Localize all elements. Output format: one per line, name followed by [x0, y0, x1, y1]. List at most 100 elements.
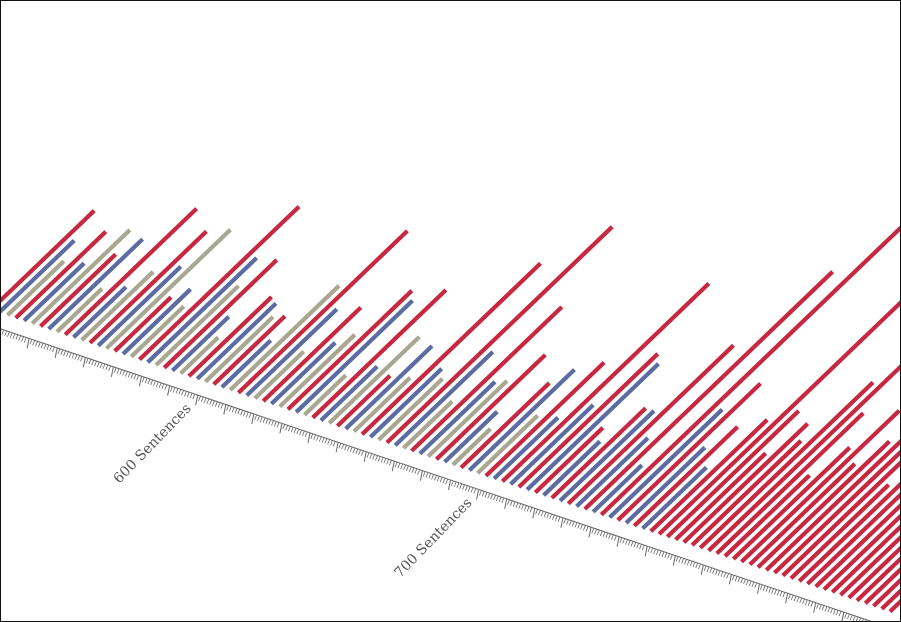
minor-tick	[515, 502, 519, 508]
minor-tick	[12, 333, 16, 339]
minor-tick	[571, 521, 575, 527]
minor-tick	[681, 558, 685, 564]
minor-tick	[380, 457, 384, 463]
minor-tick	[723, 572, 727, 578]
bar	[682, 422, 810, 544]
minor-tick	[375, 455, 378, 461]
minor-tick	[605, 532, 609, 539]
minor-tick	[670, 554, 673, 560]
minor-tick	[462, 484, 465, 490]
minor-tick	[818, 604, 822, 610]
minor-tick	[74, 354, 78, 360]
minor-tick	[459, 483, 463, 489]
minor-tick	[108, 365, 111, 371]
minor-tick	[237, 409, 241, 415]
minor-tick	[526, 506, 530, 512]
bar	[253, 349, 306, 400]
minor-tick	[257, 415, 260, 421]
minor-tick	[428, 473, 432, 479]
minor-tick	[493, 494, 496, 501]
minor-tick	[436, 476, 440, 482]
bar	[839, 535, 900, 597]
bar	[566, 343, 735, 506]
minor-tick	[192, 393, 196, 400]
minor-tick	[622, 538, 626, 544]
minor-tick	[144, 377, 148, 384]
bar	[822, 513, 900, 592]
bar	[467, 368, 576, 472]
minor-tick	[411, 467, 415, 473]
minor-tick	[338, 443, 342, 449]
minor-tick	[641, 544, 645, 551]
minor-tick	[40, 343, 44, 349]
minor-tick	[273, 421, 277, 427]
bar	[426, 379, 509, 459]
minor-tick	[439, 477, 443, 483]
bar	[154, 284, 240, 367]
bar	[302, 373, 348, 417]
minor-tick	[158, 382, 162, 388]
minor-tick	[717, 570, 721, 576]
minor-tick	[835, 610, 839, 616]
minor-tick	[661, 551, 665, 557]
minor-tick	[650, 547, 654, 554]
minor-tick	[417, 469, 420, 475]
bar	[187, 295, 273, 378]
major-tick	[560, 517, 564, 528]
major-tick	[307, 432, 311, 443]
minor-tick	[844, 612, 847, 619]
minor-tick	[212, 400, 215, 406]
minor-tick	[153, 380, 156, 387]
bar	[319, 364, 379, 423]
minor-tick	[762, 585, 766, 591]
minor-tick	[636, 543, 640, 549]
minor-tick	[554, 515, 558, 522]
bar	[492, 415, 560, 481]
minor-tick	[4, 330, 7, 337]
bar	[847, 545, 900, 600]
minor-tick	[175, 388, 179, 394]
bar	[797, 481, 900, 583]
minor-tick	[226, 405, 229, 411]
minor-tick	[141, 376, 145, 383]
major-tick	[813, 602, 817, 613]
minor-tick	[189, 393, 193, 399]
minor-tick	[782, 592, 786, 598]
minor-tick	[288, 426, 291, 432]
bar	[418, 380, 497, 456]
minor-tick	[155, 381, 159, 388]
minor-tick	[470, 487, 474, 493]
minor-tick	[408, 466, 412, 472]
bar	[129, 304, 186, 359]
minor-tick	[344, 444, 347, 451]
minor-tick	[759, 584, 763, 590]
minor-tick	[245, 411, 249, 418]
bar	[72, 285, 128, 339]
bar	[707, 364, 900, 553]
minor-tick	[827, 607, 831, 613]
minor-tick	[546, 512, 550, 519]
minor-tick	[768, 587, 772, 593]
minor-tick	[450, 480, 454, 487]
minor-tick	[32, 340, 36, 346]
minor-tick	[611, 534, 614, 540]
minor-tick	[535, 509, 538, 515]
minor-tick	[265, 418, 269, 424]
minor-tick	[403, 464, 406, 471]
bar	[368, 367, 444, 439]
minor-tick	[366, 452, 370, 458]
minor-tick	[259, 416, 263, 422]
minor-tick	[858, 617, 862, 621]
minor-tick	[130, 373, 134, 379]
bar	[278, 333, 357, 409]
minor-tick	[692, 561, 696, 568]
bar	[690, 439, 803, 547]
minor-tick	[453, 481, 457, 488]
bars-group	[1, 205, 900, 614]
minor-tick	[625, 539, 628, 545]
minor-tick	[507, 499, 510, 505]
minor-tick	[613, 535, 617, 541]
tick-label-700: 700 Sentences	[392, 495, 476, 581]
bar	[599, 225, 900, 517]
minor-tick	[653, 548, 656, 555]
